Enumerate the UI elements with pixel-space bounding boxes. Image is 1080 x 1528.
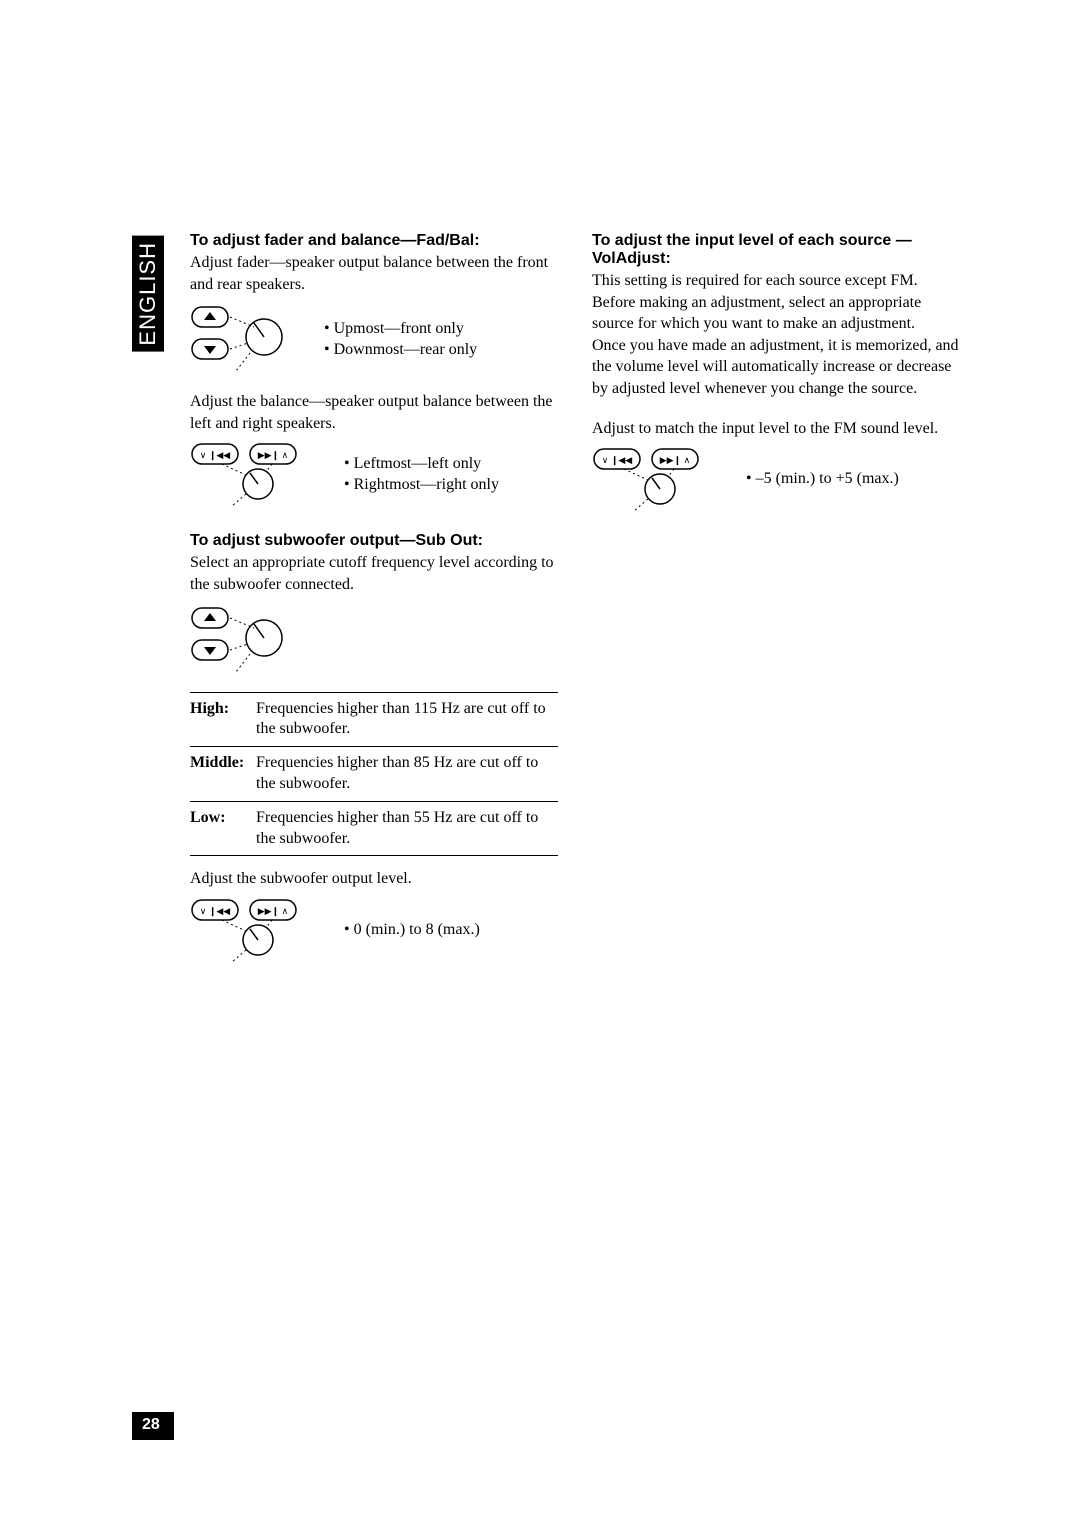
voladj-p1: This setting is required for each source…	[592, 270, 960, 335]
voladj-range: –5 (min.) to +5 (max.)	[746, 468, 960, 490]
svg-text:▶▶❙ ∧: ▶▶❙ ∧	[258, 906, 288, 917]
voladj-p2: Once you have made an adjustment, it is …	[592, 335, 960, 400]
freq-key: Low:	[190, 801, 256, 856]
freq-key: High:	[190, 692, 256, 747]
freq-val: Frequencies higher than 115 Hz are cut o…	[256, 692, 558, 747]
svg-text:▶▶❙ ∧: ▶▶❙ ∧	[660, 455, 690, 466]
page-number: 28	[132, 1412, 174, 1440]
leftright-buttons-knob-diagram: ∨ ❙◀◀ ▶▶❙ ∧	[190, 442, 320, 506]
subout-intro: Select an appropriate cutoff frequency l…	[190, 552, 558, 595]
heading-subout: To adjust subwoofer output—Sub Out:	[190, 532, 558, 550]
fader-item: Upmost—front only	[324, 318, 558, 340]
balance-item: Leftmost—left only	[344, 453, 558, 475]
table-row: Middle: Frequencies higher than 85 Hz ar…	[190, 747, 558, 802]
leftright-buttons-knob-diagram: ∨ ❙◀◀ ▶▶❙ ∧	[190, 898, 320, 962]
section-fadbal: To adjust fader and balance—Fad/Bal: Adj…	[190, 232, 558, 506]
svg-text:∨ ❙◀◀: ∨ ❙◀◀	[602, 455, 633, 466]
svg-text:▶▶❙ ∧: ▶▶❙ ∧	[258, 450, 288, 461]
fadbal-intro: Adjust fader—speaker output balance betw…	[190, 252, 558, 295]
table-row: High: Frequencies higher than 115 Hz are…	[190, 692, 558, 747]
updown-buttons-knob-diagram	[190, 604, 300, 676]
subout-after: Adjust the subwoofer output level.	[190, 868, 558, 890]
freq-key: Middle:	[190, 747, 256, 802]
cutoff-frequency-table: High: Frequencies higher than 115 Hz are…	[190, 692, 558, 857]
svg-text:∨ ❙◀◀: ∨ ❙◀◀	[200, 450, 231, 461]
table-row: Low: Frequencies higher than 55 Hz are c…	[190, 801, 558, 856]
balance-intro: Adjust the balance—speaker output balanc…	[190, 391, 558, 434]
voladj-p3: Adjust to match the input level to the F…	[592, 418, 960, 440]
fader-item: Downmost—rear only	[324, 339, 558, 361]
leftright-buttons-knob-diagram: ∨ ❙◀◀ ▶▶❙ ∧	[592, 447, 722, 511]
freq-val: Frequencies higher than 85 Hz are cut of…	[256, 747, 558, 802]
freq-val: Frequencies higher than 55 Hz are cut of…	[256, 801, 558, 856]
right-column: To adjust the input level of each source…	[592, 232, 960, 988]
language-tab: ENGLISH	[132, 236, 164, 352]
subout-range: 0 (min.) to 8 (max.)	[344, 919, 558, 941]
heading-fadbal: To adjust fader and balance—Fad/Bal:	[190, 232, 558, 250]
heading-voladjust: To adjust the input level of each source…	[592, 232, 960, 268]
updown-buttons-knob-diagram	[190, 303, 300, 375]
svg-text:∨ ❙◀◀: ∨ ❙◀◀	[200, 906, 231, 917]
balance-item: Rightmost—right only	[344, 474, 558, 496]
left-column: To adjust fader and balance—Fad/Bal: Adj…	[190, 232, 558, 988]
section-voladjust: To adjust the input level of each source…	[592, 232, 960, 511]
section-subout: To adjust subwoofer output—Sub Out: Sele…	[190, 532, 558, 962]
